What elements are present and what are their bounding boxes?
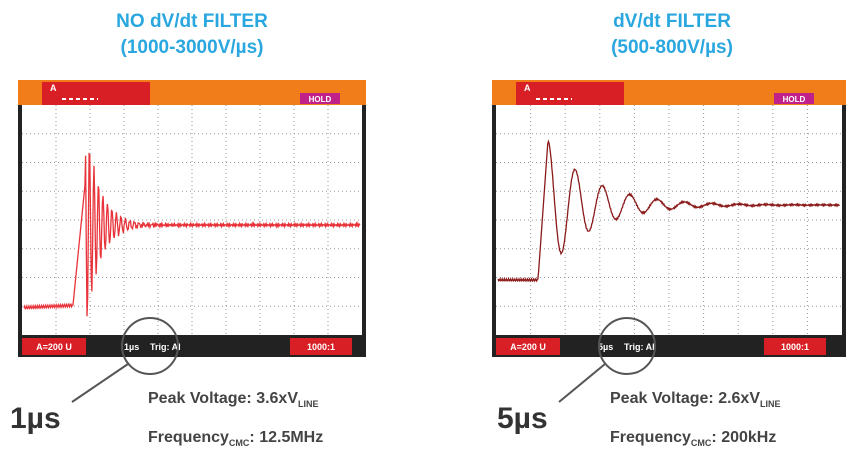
callout-label: 5µs [497,402,548,435]
peak-sub: LINE [298,399,319,409]
callout-label: 1µs [10,402,61,435]
freq-sub: CMC [229,438,250,448]
frequency: FrequencyCMC: 200kHz [610,429,776,448]
trigger-label: Trig: AI [150,342,181,352]
probe-label: 1000:1 [781,342,809,352]
peak-label: Peak Voltage: 3.6xV [148,390,298,407]
range-label: A=200 U [510,342,546,352]
probe-box [764,338,826,355]
probe-label: 1000:1 [307,342,335,352]
waveform [23,152,361,317]
probe-box [290,338,352,355]
callout-line [558,363,606,403]
channel-label: A [50,83,57,93]
range-box [22,338,86,355]
range-label: A=200 U [36,342,72,352]
range-box [496,338,560,355]
panel-title: NO dV/dt FILTER [116,11,268,32]
trigger-label: Trig: AI [624,342,655,352]
hold-label: HOLD [309,95,332,104]
panel-title: (500-800V/µs) [611,37,733,58]
channel-box [516,82,624,106]
frequency: FrequencyCMC: 12.5MHz [148,429,323,448]
timebase-label: 1µs [124,342,139,352]
callout-circle [598,317,656,375]
peak-sub: LINE [760,399,781,409]
hold-label: HOLD [783,95,806,104]
waveform [497,139,840,283]
peak-label: Peak Voltage: 2.6xV [610,390,760,407]
panel-title: dV/dt FILTER [613,11,731,32]
freq-sub: CMC [691,438,712,448]
timebase-label: 5µs [598,342,613,352]
freq-label: Frequency [148,429,229,446]
hold-box [774,93,814,104]
peak-voltage: Peak Voltage: 2.6xVLINE [610,390,781,409]
callout-circle [121,317,179,375]
channel-box [42,82,150,106]
callout-line [71,363,129,403]
freq-value: : 200kHz [711,429,776,446]
peak-voltage: Peak Voltage: 3.6xVLINE [148,390,319,409]
panel-title: (1000-3000V/µs) [121,37,264,58]
channel-label: A [524,83,531,93]
hold-box [300,93,340,104]
freq-value: : 12.5MHz [249,429,323,446]
freq-label: Frequency [610,429,691,446]
